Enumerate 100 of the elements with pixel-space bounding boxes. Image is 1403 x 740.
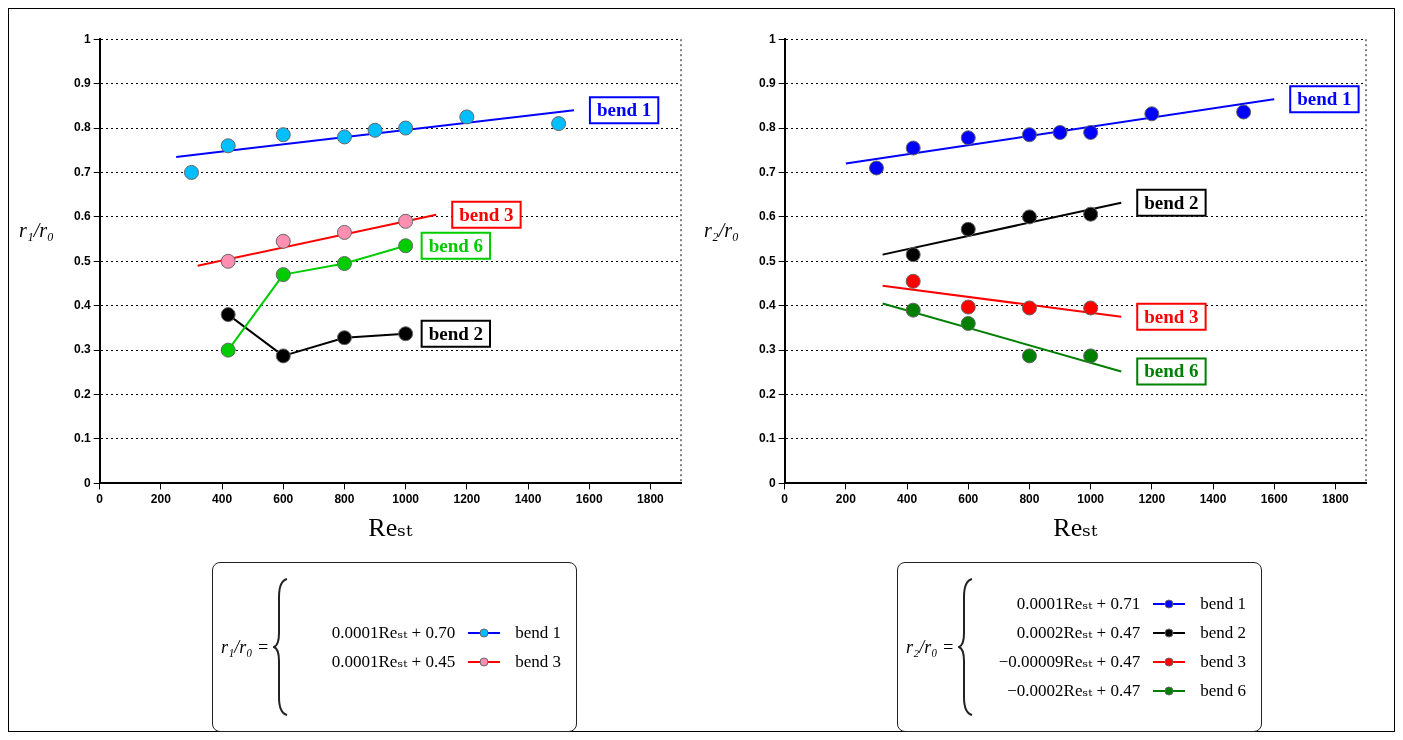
x-tick-label: 1200 xyxy=(453,491,481,506)
point xyxy=(1144,106,1160,122)
point xyxy=(275,348,291,364)
y-tick-label: 0.5 xyxy=(758,253,776,268)
point xyxy=(1083,300,1099,316)
x-tick-label: 0 xyxy=(96,491,104,506)
x-tick-label: 1000 xyxy=(1077,491,1105,506)
point xyxy=(960,299,976,315)
legend-label: bend 3 xyxy=(515,651,561,672)
y-tick-label: 1 xyxy=(83,31,91,46)
text: −0.00009Reₛₜ + 0.47 xyxy=(997,651,1141,672)
y-axis-title: r₁/r₀ xyxy=(19,219,55,241)
x-tick-label: 600 xyxy=(273,491,294,506)
x-tick-label: 600 xyxy=(958,491,979,506)
y-tick-label: 0.6 xyxy=(73,209,91,224)
point xyxy=(398,213,414,229)
x-axis-title: Reₛₜ xyxy=(368,513,413,543)
y-tick-label: 0.8 xyxy=(758,120,776,135)
x-tick-label: 1200 xyxy=(1138,491,1166,506)
point xyxy=(220,307,236,323)
x-axis-title: Reₛₜ xyxy=(1053,513,1098,543)
x-tick-label: 400 xyxy=(897,491,918,506)
text: bend 1 xyxy=(596,99,652,121)
text: 0.0001Reₛₜ + 0.71 xyxy=(1015,593,1141,614)
x-tick-label: 0 xyxy=(781,491,789,506)
point xyxy=(905,273,921,289)
x-tick-label: 1600 xyxy=(575,491,603,506)
point xyxy=(1083,124,1099,140)
legend-label: bend 1 xyxy=(515,622,561,643)
y-tick-label: 0.9 xyxy=(758,75,776,90)
point xyxy=(905,140,921,156)
y-tick-label: 0.7 xyxy=(758,164,776,179)
point xyxy=(1021,127,1037,143)
point xyxy=(220,253,236,269)
y-tick-label: 0.3 xyxy=(73,342,91,357)
point xyxy=(1021,300,1037,316)
legend-label: bend 6 xyxy=(1200,680,1246,701)
text: −0.0002Reₛₜ + 0.47 xyxy=(1006,680,1141,701)
text: bend 1 xyxy=(1297,88,1352,110)
point xyxy=(1021,348,1037,364)
point xyxy=(960,221,976,237)
y-tick-label: 0.4 xyxy=(73,298,91,313)
point xyxy=(868,160,884,176)
x-tick-label: 800 xyxy=(1019,491,1040,506)
series-label: bend 6 xyxy=(428,234,484,256)
point xyxy=(960,315,976,331)
point xyxy=(551,116,567,132)
y-tick-label: 1 xyxy=(768,31,776,46)
point xyxy=(905,302,921,318)
point xyxy=(1021,209,1037,225)
point xyxy=(905,247,921,263)
text: bend 2 xyxy=(1144,191,1199,213)
series-label: bend 2 xyxy=(428,322,484,344)
point xyxy=(398,238,414,254)
point xyxy=(275,127,291,143)
point xyxy=(1083,348,1099,364)
point xyxy=(398,326,414,342)
y-tick-label: 0.2 xyxy=(758,386,776,401)
point xyxy=(1083,206,1099,222)
point xyxy=(398,120,414,136)
y-tick-label: 0.4 xyxy=(758,298,776,313)
legend-label: bend 3 xyxy=(1200,651,1246,672)
y-tick-label: 0.8 xyxy=(73,120,91,135)
text: bend 3 xyxy=(459,203,514,225)
y-tick-label: 0.5 xyxy=(73,253,91,268)
point xyxy=(367,122,383,138)
x-tick-label: 1600 xyxy=(1260,491,1288,506)
point xyxy=(220,342,236,358)
point xyxy=(336,330,352,346)
y-tick-label: 0.9 xyxy=(73,75,91,90)
point xyxy=(275,233,291,249)
x-tick-label: 400 xyxy=(212,491,233,506)
point xyxy=(220,138,236,154)
point xyxy=(960,130,976,146)
point xyxy=(1052,124,1068,140)
point xyxy=(336,256,352,272)
text: 0.0001Reₛₜ + 0.45 xyxy=(330,651,456,672)
text: 0.0002Reₛₜ + 0.47 xyxy=(1015,622,1141,643)
y-axis-title: r₂/r₀ xyxy=(704,219,740,241)
y-tick-label: 0.1 xyxy=(73,431,91,446)
text: bend 6 xyxy=(1144,360,1199,382)
y-tick-label: 0 xyxy=(83,475,91,490)
y-tick-label: 0.3 xyxy=(758,342,776,357)
point xyxy=(275,267,291,283)
y-tick-label: 0.2 xyxy=(73,386,91,401)
x-tick-label: 200 xyxy=(150,491,172,506)
x-tick-label: 1400 xyxy=(514,491,542,506)
legend-label: bend 2 xyxy=(1200,622,1246,643)
x-tick-label: 200 xyxy=(835,491,857,506)
text: bend 3 xyxy=(1144,305,1199,327)
point xyxy=(1236,104,1252,120)
x-tick-label: 1000 xyxy=(392,491,420,506)
point xyxy=(459,109,475,125)
legend-label: bend 1 xyxy=(1200,593,1246,614)
text: r₂/r₀ = xyxy=(906,636,955,658)
point xyxy=(336,224,352,240)
x-tick-label: 800 xyxy=(334,491,355,506)
text: 0.0001Reₛₜ + 0.70 xyxy=(330,622,456,643)
point xyxy=(183,164,199,180)
point xyxy=(336,129,352,145)
